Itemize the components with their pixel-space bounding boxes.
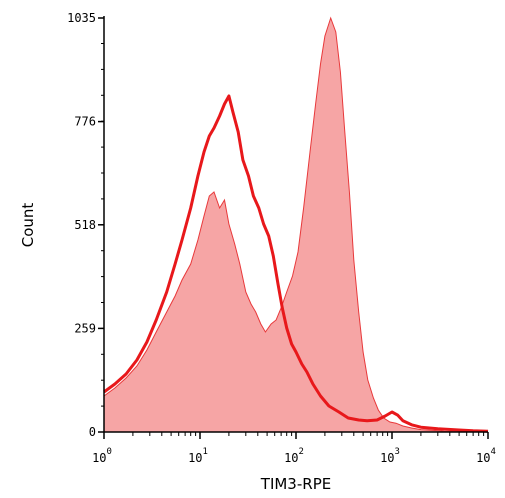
line-series-layer [103, 94, 489, 433]
filled-histogram-outline [103, 16, 488, 433]
y-tick-label: 1035 [67, 11, 96, 25]
y-ticks: 0 259 518 776 1035 [67, 11, 104, 439]
x-tick-label: 103 [380, 447, 400, 465]
x-ticks: 100 101 102 103 104 [92, 432, 496, 465]
y-axis-title: Count [19, 203, 37, 248]
filled-histogram-area [104, 18, 488, 432]
x-tick-label: 104 [476, 447, 496, 465]
x-tick-label: 101 [188, 447, 208, 465]
x-tick-label: 102 [284, 447, 304, 465]
overlay-histogram-line [103, 94, 489, 433]
x-axis-title: TIM3-RPE [260, 475, 331, 493]
y-tick-label: 259 [74, 321, 96, 335]
y-tick-label: 0 [89, 425, 96, 439]
filled-series-layer [103, 16, 488, 433]
x-tick-label: 100 [92, 447, 112, 465]
y-tick-label: 518 [74, 218, 96, 232]
y-tick-label: 776 [74, 115, 96, 129]
